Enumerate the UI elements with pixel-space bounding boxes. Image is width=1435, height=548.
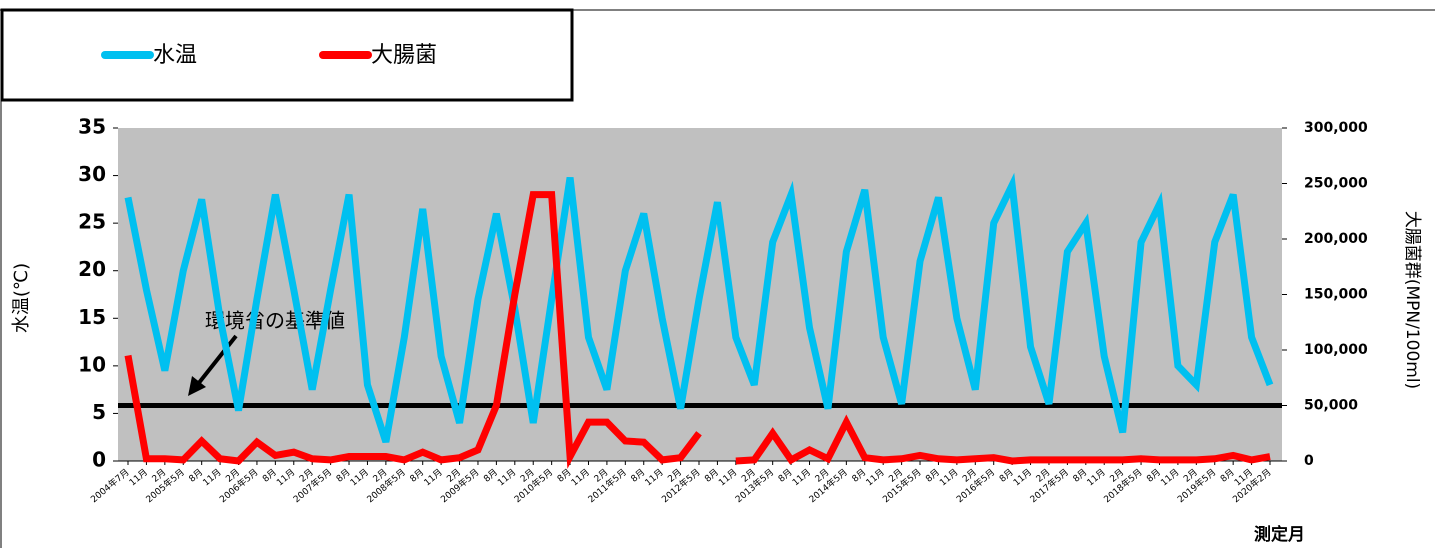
y-tick-label: 5 [92,400,106,424]
y-tick-label: 25 [78,210,106,234]
y2-tick-label: 300,000 [1304,120,1368,136]
x-tick-label: 11月 [569,467,592,489]
legend-label: 大腸菌 [371,43,437,68]
reference-arrow [196,334,238,386]
y2-tick-label: 250,000 [1304,176,1368,192]
y-tick-label: 30 [78,162,106,186]
y-tick-label: 35 [78,115,106,139]
x-tick-label: 11月 [643,467,666,489]
series-line [124,172,1274,444]
y-tick-label: 10 [78,352,106,376]
x-tick-label: 11月 [1159,467,1182,489]
x-axis-title: 測定月 [1254,524,1305,545]
x-tick-label: 2004年7月 [88,466,131,505]
x-tick-label: 11月 [422,467,445,489]
x-tick-label: 11月 [275,467,298,489]
reference-arrowhead [188,376,206,396]
legend-box [0,8,574,102]
x-tick-label: 11月 [1011,467,1034,489]
series-line [124,191,702,469]
legend-label: 水温 [153,43,197,68]
y2-tick-label: 150,000 [1304,287,1368,303]
y-tick-label: 15 [78,305,106,329]
x-tick-label: 11月 [201,467,224,489]
y2-tick-label: 200,000 [1304,231,1368,247]
x-tick-label: 11月 [790,467,813,489]
series-line [735,414,1271,465]
x-tick-label: 11月 [496,467,519,489]
x-tick-label: 11月 [938,467,961,489]
y2-tick-label: 0 [1304,453,1314,469]
y-tick-label: 20 [78,257,106,281]
y2-tick-label: 50,000 [1304,398,1358,414]
y-axis-title: 水温(℃) [11,263,32,333]
x-tick-label: 11月 [348,467,371,489]
x-tick-label: 11月 [864,467,887,489]
x-tick-label: 11月 [1085,467,1108,489]
y-tick-label: 0 [92,448,106,472]
x-tick-label: 11月 [127,467,150,489]
y2-axis-title: 大腸菌群(MPN/100ml) [1402,211,1422,389]
x-tick-label: 11月 [717,467,740,489]
y2-tick-label: 100,000 [1304,342,1368,358]
